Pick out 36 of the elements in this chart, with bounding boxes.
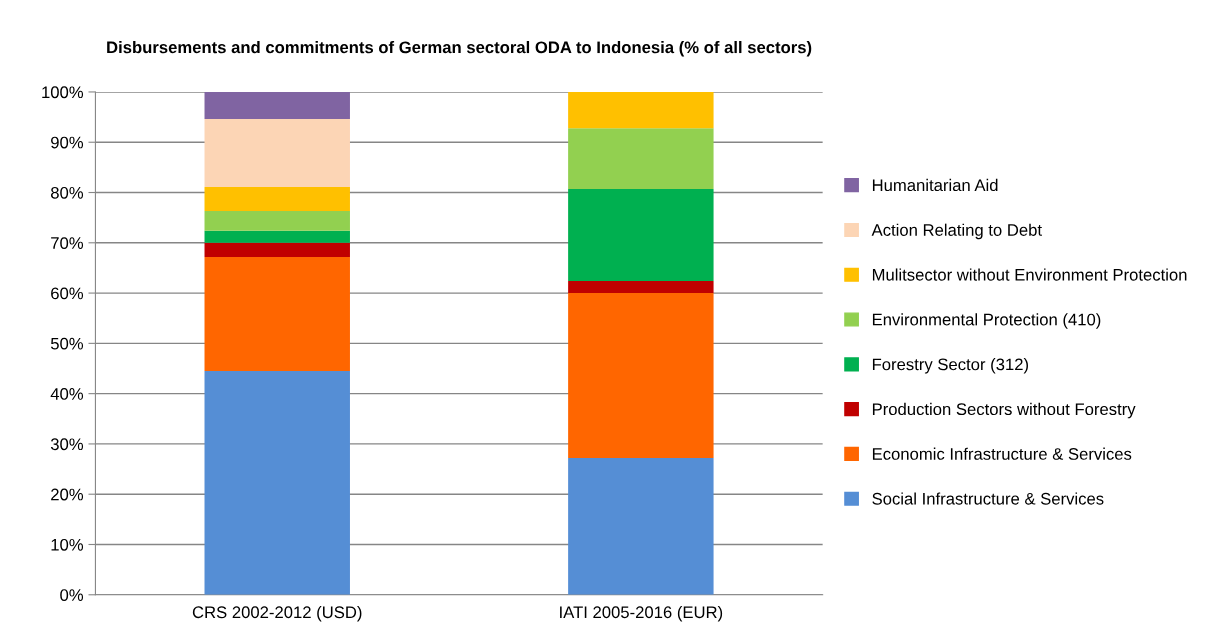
legend-label: Environmental Protection (410) [872, 313, 1101, 329]
legend-label: Action Relating to Debt [871, 223, 1042, 240]
x-tick-label: IATI 2005-2016 (EUR) [560, 605, 723, 622]
y-tick-label: 40% [50, 388, 84, 400]
bar [204, 211, 350, 231]
bar [568, 281, 714, 294]
bar [204, 242, 350, 257]
bar [568, 293, 714, 459]
bar [568, 128, 714, 189]
y-tick-label: 80% [50, 186, 84, 199]
bar [568, 188, 714, 282]
y-tick-label: 70% [51, 237, 84, 249]
bar [204, 91, 350, 120]
bar [204, 371, 350, 595]
y-tick-label: 90% [51, 136, 84, 149]
y-tick-label: 20% [51, 488, 84, 501]
x-tick-label: CRS 2002-2012 (USD) [192, 605, 362, 622]
bar [568, 91, 714, 129]
bar [568, 458, 714, 595]
legend-label: Social Infrastructure & Services [872, 492, 1104, 505]
bar [204, 230, 350, 243]
y-tick-label: 0% [60, 589, 84, 601]
legend-label: Mulitsector without Environment Protection [872, 268, 1187, 281]
bar [204, 256, 350, 372]
legend-label: Production Sectors without Forestry [872, 402, 1136, 419]
y-tick-label: 50% [50, 337, 84, 350]
y-tick-label: 30% [50, 438, 84, 451]
chart-title: Disbursements and commitments of German sectoral ODA to Indonesia (% of all sectors) [107, 40, 812, 57]
legend-label: Humanitarian Aid [872, 178, 998, 192]
bar [204, 186, 350, 212]
legend-label: Forestry Sector (312) [872, 358, 1029, 374]
y-tick-label: 60% [51, 287, 84, 300]
bar [204, 119, 350, 187]
legend-label: Economic Infrastructure & Services [872, 447, 1132, 460]
y-tick-label: 10% [51, 538, 84, 551]
y-tick-label: 100% [42, 86, 84, 99]
